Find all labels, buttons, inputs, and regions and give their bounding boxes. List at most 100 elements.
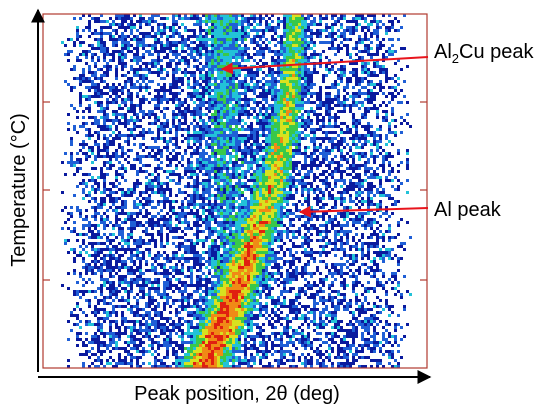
heat-cell	[262, 215, 265, 218]
heat-cell	[277, 26, 280, 29]
heat-cell	[208, 71, 211, 74]
heat-cell	[217, 170, 220, 173]
heat-cell	[109, 194, 112, 197]
heat-cell	[337, 44, 340, 47]
heat-cell	[385, 119, 388, 122]
heat-cell	[118, 95, 121, 98]
heat-cell	[328, 125, 331, 128]
heat-cell	[91, 230, 94, 233]
heat-cell	[328, 35, 331, 38]
heat-cell	[328, 161, 331, 164]
heat-cell	[166, 47, 169, 50]
heat-cell	[277, 209, 280, 212]
heat-cell	[244, 32, 247, 35]
heat-cell	[289, 56, 292, 59]
heat-cell	[205, 17, 208, 20]
heat-cell	[286, 182, 289, 185]
heat-cell	[154, 152, 157, 155]
heat-cell	[295, 35, 298, 38]
heat-cell	[181, 77, 184, 80]
heat-cell	[130, 23, 133, 26]
heat-cell	[280, 161, 283, 164]
heat-cell	[247, 71, 250, 74]
heat-cell	[130, 32, 133, 35]
heat-cell	[196, 44, 199, 47]
heat-cell	[358, 173, 361, 176]
heat-cell	[220, 179, 223, 182]
heat-cell	[238, 230, 241, 233]
heat-cell	[253, 191, 256, 194]
heat-cell	[100, 92, 103, 95]
heat-cell	[220, 35, 223, 38]
heat-cell	[196, 14, 199, 17]
heat-cell	[232, 164, 235, 167]
heat-cell	[388, 155, 391, 158]
heat-cell	[181, 155, 184, 158]
heat-cell	[355, 41, 358, 44]
heat-cell	[130, 26, 133, 29]
heat-cell	[181, 56, 184, 59]
heat-cell	[268, 74, 271, 77]
heat-cell	[307, 188, 310, 191]
heat-cell	[130, 128, 133, 131]
heat-cell	[334, 38, 337, 41]
heat-cell	[148, 92, 151, 95]
heat-cell	[208, 185, 211, 188]
heat-cell	[325, 185, 328, 188]
heat-cell	[280, 218, 283, 221]
heat-cell	[220, 77, 223, 80]
heat-cell	[304, 173, 307, 176]
heat-cell	[286, 134, 289, 137]
heat-cell	[397, 224, 400, 227]
heat-cell	[346, 224, 349, 227]
heat-cell	[310, 227, 313, 230]
heat-cell	[85, 122, 88, 125]
heat-cell	[316, 137, 319, 140]
heat-cell	[241, 92, 244, 95]
heat-cell	[376, 191, 379, 194]
heat-cell	[133, 224, 136, 227]
heat-cell	[367, 158, 370, 161]
heat-cell	[121, 17, 124, 20]
heat-cell	[175, 23, 178, 26]
heat-cell	[220, 149, 223, 152]
heat-cell	[385, 218, 388, 221]
heat-cell	[199, 53, 202, 56]
heat-cell	[304, 83, 307, 86]
heat-cell	[229, 218, 232, 221]
heat-cell	[178, 110, 181, 113]
heat-cell	[133, 191, 136, 194]
heat-cell	[340, 131, 343, 134]
heat-cell	[127, 191, 130, 194]
heat-cell	[298, 80, 301, 83]
heat-cell	[349, 173, 352, 176]
heat-cell	[64, 206, 67, 209]
heat-cell	[286, 107, 289, 110]
heat-cell	[235, 134, 238, 137]
heat-cell	[223, 167, 226, 170]
heat-cell	[235, 173, 238, 176]
heat-cell	[367, 206, 370, 209]
heat-cell	[295, 179, 298, 182]
heat-cell	[187, 35, 190, 38]
heat-cell	[172, 83, 175, 86]
heat-cell	[178, 176, 181, 179]
heat-cell	[190, 56, 193, 59]
heat-cell	[115, 68, 118, 71]
heat-cell	[91, 161, 94, 164]
heat-cell	[400, 218, 403, 221]
heat-cell	[313, 134, 316, 137]
heat-cell	[370, 20, 373, 23]
heat-cell	[151, 47, 154, 50]
heat-cell	[355, 68, 358, 71]
heat-cell	[211, 119, 214, 122]
heat-cell	[139, 65, 142, 68]
heat-cell	[88, 44, 91, 47]
heat-cell	[229, 62, 232, 65]
heat-cell	[343, 206, 346, 209]
heat-cell	[259, 164, 262, 167]
heat-cell	[283, 95, 286, 98]
heat-cell	[364, 116, 367, 119]
heat-cell	[91, 86, 94, 89]
heat-cell	[334, 125, 337, 128]
